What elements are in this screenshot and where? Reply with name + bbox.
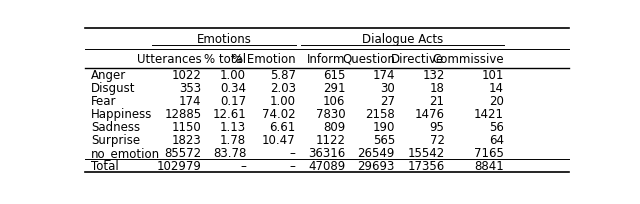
Text: Directive: Directive: [391, 53, 445, 65]
Text: 7830: 7830: [316, 107, 346, 120]
Text: 1421: 1421: [474, 107, 504, 120]
Text: 1150: 1150: [172, 120, 202, 133]
Text: –: –: [290, 146, 296, 159]
Text: 18: 18: [429, 81, 445, 94]
Text: 72: 72: [429, 133, 445, 146]
Text: Sadness: Sadness: [91, 120, 140, 133]
Text: Dialogue Acts: Dialogue Acts: [362, 33, 443, 46]
Text: 56: 56: [489, 120, 504, 133]
Text: 809: 809: [323, 120, 346, 133]
Text: 47089: 47089: [308, 159, 346, 172]
Text: 20: 20: [489, 94, 504, 107]
Text: 5.87: 5.87: [270, 69, 296, 81]
Text: Emotions: Emotions: [196, 33, 252, 46]
Text: Disgust: Disgust: [91, 81, 136, 94]
Text: 615: 615: [323, 69, 346, 81]
Text: 2158: 2158: [365, 107, 395, 120]
Text: 15542: 15542: [407, 146, 445, 159]
Text: 174: 174: [179, 94, 202, 107]
Text: Commissive: Commissive: [433, 53, 504, 65]
Text: Anger: Anger: [91, 69, 126, 81]
Text: –: –: [240, 159, 246, 172]
Text: Total: Total: [91, 159, 118, 172]
Text: 1.00: 1.00: [220, 69, 246, 81]
Text: Inform: Inform: [307, 53, 346, 65]
Text: Utterances: Utterances: [137, 53, 202, 65]
Text: 30: 30: [380, 81, 395, 94]
Text: 1022: 1022: [172, 69, 202, 81]
Text: 132: 132: [422, 69, 445, 81]
Text: 1.13: 1.13: [220, 120, 246, 133]
Text: 85572: 85572: [164, 146, 202, 159]
Text: 95: 95: [429, 120, 445, 133]
Text: 74.02: 74.02: [262, 107, 296, 120]
Text: 26549: 26549: [358, 146, 395, 159]
Text: Happiness: Happiness: [91, 107, 152, 120]
Text: 106: 106: [323, 94, 346, 107]
Text: % Emotion: % Emotion: [232, 53, 296, 65]
Text: no_emotion: no_emotion: [91, 146, 160, 159]
Text: 21: 21: [429, 94, 445, 107]
Text: 565: 565: [372, 133, 395, 146]
Text: 1.00: 1.00: [270, 94, 296, 107]
Text: 101: 101: [482, 69, 504, 81]
Text: 102979: 102979: [157, 159, 202, 172]
Text: 2.03: 2.03: [270, 81, 296, 94]
Text: 1476: 1476: [415, 107, 445, 120]
Text: 7165: 7165: [474, 146, 504, 159]
Text: 0.17: 0.17: [220, 94, 246, 107]
Text: 17356: 17356: [407, 159, 445, 172]
Text: 14: 14: [489, 81, 504, 94]
Text: 29693: 29693: [358, 159, 395, 172]
Text: Surprise: Surprise: [91, 133, 140, 146]
Text: 1122: 1122: [316, 133, 346, 146]
Text: 8841: 8841: [474, 159, 504, 172]
Text: 1823: 1823: [172, 133, 202, 146]
Text: 190: 190: [372, 120, 395, 133]
Text: 12.61: 12.61: [212, 107, 246, 120]
Text: 27: 27: [380, 94, 395, 107]
Text: 174: 174: [372, 69, 395, 81]
Text: 64: 64: [489, 133, 504, 146]
Text: 36316: 36316: [308, 146, 346, 159]
Text: % total: % total: [204, 53, 246, 65]
Text: 12885: 12885: [164, 107, 202, 120]
Text: 353: 353: [179, 81, 202, 94]
Text: –: –: [290, 159, 296, 172]
Text: 6.61: 6.61: [269, 120, 296, 133]
Text: 83.78: 83.78: [212, 146, 246, 159]
Text: 291: 291: [323, 81, 346, 94]
Text: 0.34: 0.34: [220, 81, 246, 94]
Text: 1.78: 1.78: [220, 133, 246, 146]
Text: Question: Question: [342, 53, 395, 65]
Text: 10.47: 10.47: [262, 133, 296, 146]
Text: Fear: Fear: [91, 94, 116, 107]
